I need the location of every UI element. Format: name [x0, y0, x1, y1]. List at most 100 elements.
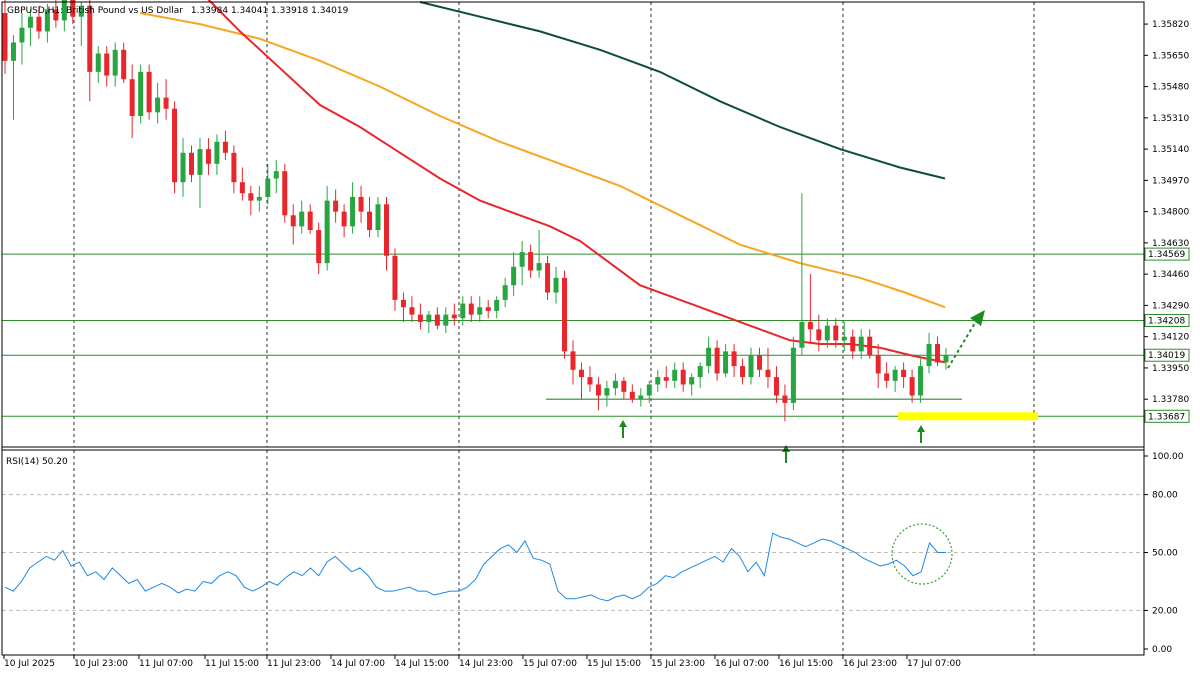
- x-tick-label: 16 Jul 07:00: [715, 659, 769, 669]
- candle-body: [867, 336, 873, 356]
- candle-body: [155, 97, 161, 113]
- candle-body: [943, 355, 949, 363]
- candle-body: [180, 152, 186, 183]
- candle-body: [833, 325, 839, 341]
- candle-body: [87, 5, 93, 72]
- candle-body: [748, 355, 754, 378]
- candle-body: [477, 307, 483, 315]
- candle-body: [884, 373, 890, 381]
- candle-body: [290, 215, 296, 227]
- moving-averages: [139, 0, 946, 364]
- candle-body: [239, 182, 245, 194]
- up-arrow-head: [917, 425, 925, 432]
- candle-body: [782, 395, 788, 403]
- candle-body: [95, 53, 101, 72]
- candle-body: [248, 193, 254, 201]
- x-tick-label: 14 Jul 15:00: [395, 659, 449, 669]
- candle-body: [773, 377, 779, 396]
- rsi-tick-label: 0.00: [1152, 645, 1172, 655]
- chart-frame: [1, 1, 1145, 656]
- candle-body: [697, 366, 703, 378]
- y-tick-label: 1.34290: [1152, 301, 1189, 311]
- candle-body: [70, 0, 76, 17]
- x-tick-label: 11 Jul 07:00: [139, 659, 193, 669]
- candle-body: [638, 395, 644, 400]
- candle-body: [367, 211, 373, 231]
- candle-body: [358, 196, 364, 212]
- price-level-value: 1.34208: [1148, 316, 1185, 326]
- x-tick-label: 15 Jul 15:00: [587, 659, 641, 669]
- candle-body: [451, 314, 457, 319]
- y-tick-label: 1.34120: [1152, 333, 1189, 343]
- y-tick-label: 1.33950: [1152, 364, 1189, 374]
- y-tick-label: 1.35310: [1152, 114, 1189, 124]
- candle-body: [307, 211, 313, 231]
- candle-body: [324, 200, 330, 264]
- candle-body: [468, 303, 474, 315]
- candle-body: [104, 53, 110, 76]
- y-tick-label: 1.35140: [1152, 145, 1189, 155]
- candle-body: [799, 321, 805, 348]
- candle-body: [553, 277, 559, 293]
- candle-body: [595, 384, 601, 396]
- chart-title: GBPUSD,H1: British Pound vs US Dollar 1.…: [7, 6, 349, 16]
- candle-body: [129, 79, 135, 117]
- candle-body: [875, 355, 881, 374]
- candle-body: [807, 321, 813, 330]
- ma-mid-line: [139, 12, 946, 309]
- candle-body: [341, 211, 347, 227]
- x-tick-label: 17 Jul 07:00: [907, 659, 961, 669]
- up-arrow-head: [782, 445, 790, 452]
- y-tick-label: 1.33780: [1152, 395, 1189, 405]
- candle-body: [790, 347, 796, 403]
- candle-body: [502, 285, 508, 300]
- axes: 1.35820 1.35650 1.35480 1.35310 1.35140 1.349…: [1, 1, 1189, 669]
- annotations: [619, 310, 1038, 585]
- candle-body: [350, 196, 356, 227]
- candle-body: [138, 71, 144, 117]
- candle-body: [824, 325, 830, 341]
- candle-body: [146, 71, 152, 113]
- candle-body: [562, 277, 568, 352]
- candle-body: [841, 336, 847, 341]
- candle-body: [485, 307, 491, 311]
- x-tick-label: 10 Jul 2025: [4, 659, 55, 669]
- candle-body: [714, 347, 720, 374]
- rsi-tick-label: 100.00: [1152, 452, 1184, 462]
- ohlc-line: 1.33984 1.34041 1.33918 1.34019: [191, 6, 349, 16]
- candle-body: [400, 299, 406, 308]
- candle-body: [163, 97, 169, 109]
- symbol-line: GBPUSD,H1: British Pound vs US Dollar: [7, 6, 183, 16]
- candle-body: [53, 9, 59, 21]
- rsi-line: [4, 532, 946, 602]
- projection-arrow-head: [970, 310, 985, 326]
- candle-body: [536, 263, 542, 271]
- candle-body: [816, 329, 822, 341]
- y-tick-label: 1.35650: [1152, 51, 1189, 61]
- candle-body: [901, 369, 907, 378]
- y-tick-label: 1.34630: [1152, 239, 1189, 249]
- x-tick-label: 14 Jul 07:00: [331, 659, 385, 669]
- candle-body: [918, 366, 924, 396]
- candles: [2, 0, 949, 422]
- candle-body: [528, 252, 534, 271]
- candle-body: [621, 380, 627, 392]
- candle-body: [316, 230, 322, 264]
- highlight-zone: [898, 412, 1038, 421]
- price-level-value: 1.33687: [1148, 412, 1185, 422]
- y-tick-label: 1.35480: [1152, 83, 1189, 93]
- candle-body: [689, 377, 695, 385]
- candle-body: [112, 49, 118, 76]
- candle-body: [214, 141, 220, 164]
- candle-body: [189, 152, 195, 175]
- candle-body: [765, 369, 771, 378]
- candle-body: [392, 255, 398, 300]
- candle-body: [333, 200, 339, 212]
- candle-body: [892, 369, 898, 381]
- candle-body: [926, 344, 932, 367]
- candle-body: [723, 351, 729, 374]
- candle-body: [706, 347, 712, 367]
- candle-body: [299, 211, 305, 227]
- candle-body: [511, 266, 517, 286]
